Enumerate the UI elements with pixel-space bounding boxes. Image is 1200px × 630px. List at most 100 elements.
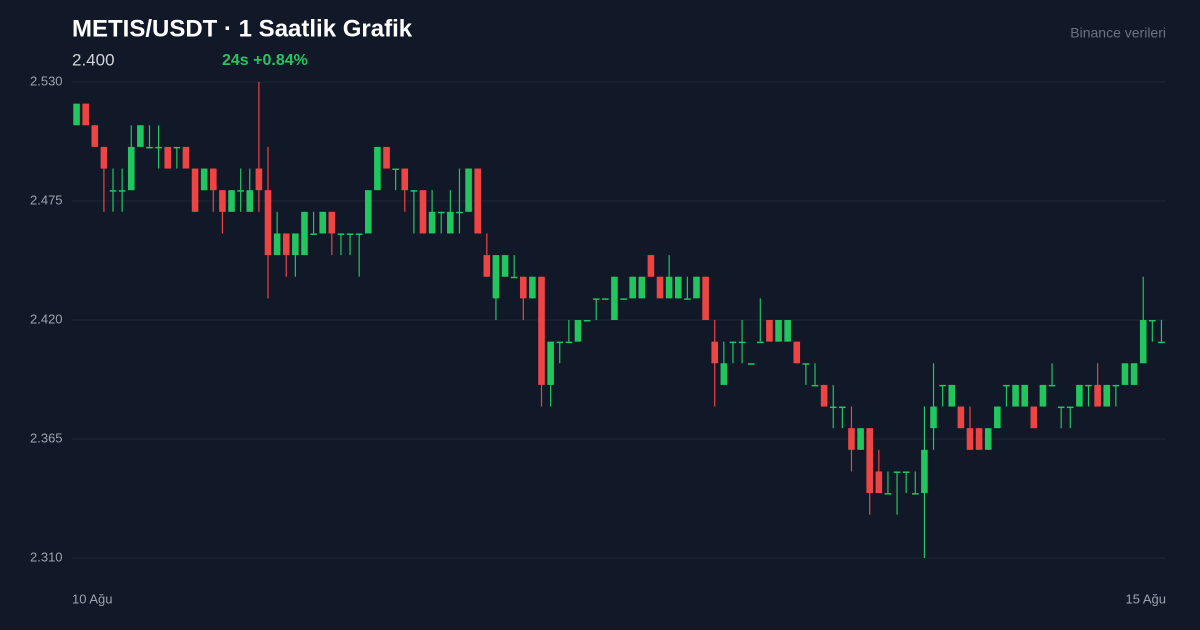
candle-body (1057, 406, 1065, 409)
candle-body (556, 341, 564, 344)
candle-body (337, 233, 345, 235)
candle-body (957, 406, 965, 429)
candle-body (1030, 406, 1038, 429)
candle-body (738, 341, 746, 344)
candle-body (848, 428, 855, 450)
candle-body (109, 190, 117, 192)
candle-body (547, 341, 554, 385)
candle-body (328, 211, 336, 234)
candle-body (857, 428, 864, 450)
candle-body (200, 168, 208, 191)
candle-body (301, 211, 308, 256)
candle-body (510, 276, 518, 279)
price-change: 24s +0.84% (222, 52, 308, 69)
candle-body (994, 406, 1001, 429)
candle-body (565, 341, 573, 344)
candle-body (720, 363, 728, 385)
candle-body (921, 449, 928, 494)
candle-body (456, 211, 463, 214)
candle-body (729, 341, 737, 344)
candle-body (173, 146, 181, 149)
candle-body (629, 276, 636, 299)
y-tick-label: 2.475 (30, 192, 63, 207)
candle-body (364, 190, 372, 234)
candle-body (592, 298, 600, 300)
candle-body (930, 406, 937, 429)
candle-body (1139, 320, 1147, 364)
candle-body (893, 471, 901, 473)
candle-body (228, 190, 235, 212)
candle-body (264, 190, 272, 256)
candle-body (1066, 406, 1074, 409)
candle-body (1021, 384, 1028, 407)
candle-body (282, 233, 290, 256)
candle-body (574, 320, 582, 342)
candle-body (1158, 341, 1165, 344)
candle-body (693, 276, 700, 299)
candle-body (775, 320, 782, 342)
candle-body (665, 276, 673, 299)
candle-body (383, 146, 390, 169)
candle-body (273, 233, 281, 256)
chart-title: METIS/USDT · 1 Saatlik Grafik (72, 15, 413, 42)
y-tick-label: 2.365 (30, 430, 63, 445)
candle-body (766, 320, 773, 342)
y-tick-label: 2.420 (30, 311, 63, 326)
candle-body (410, 190, 418, 192)
candle-body (164, 146, 172, 169)
candle-body (1149, 320, 1156, 322)
candle-body (1121, 363, 1129, 385)
candle-body (602, 298, 609, 300)
candle-body (793, 341, 801, 364)
candle-body (829, 406, 837, 409)
candle-body (1039, 384, 1047, 407)
candle-body (292, 233, 299, 256)
candle-body (501, 255, 509, 277)
candle-body (674, 276, 682, 299)
candle-body (611, 276, 618, 320)
candle-body (711, 341, 719, 364)
candle-body (191, 168, 199, 212)
candle-body (355, 233, 363, 235)
candle-body (884, 493, 892, 495)
y-tick-label: 2.310 (30, 549, 63, 564)
candle-body (73, 103, 80, 126)
candle-body (519, 276, 527, 299)
candle-body (310, 233, 317, 235)
candle-body (966, 428, 974, 450)
candle-body (583, 320, 591, 322)
candle-body (237, 190, 244, 192)
candle-body (975, 428, 983, 450)
candle-body (437, 211, 445, 214)
candle-body (374, 146, 381, 191)
candle-body (155, 146, 162, 149)
candle-body (1076, 384, 1083, 407)
candle-body (1112, 384, 1120, 387)
candle-body (902, 471, 910, 473)
candle-body (747, 363, 755, 365)
candle-body (811, 384, 819, 387)
candle-body (1085, 384, 1092, 387)
candle-body (137, 125, 144, 147)
x-tick-label: 15 Ağu (1126, 591, 1167, 606)
candle-body (146, 146, 153, 149)
candle-body (246, 190, 254, 212)
candle-body (401, 168, 409, 191)
candle-body (1003, 384, 1010, 387)
candle-body (702, 276, 709, 320)
candle-body (219, 190, 226, 212)
candle-body (757, 341, 764, 344)
last-price: 2.400 (72, 50, 115, 69)
candle-body (948, 384, 956, 407)
candle-body (392, 168, 399, 171)
candle-body (638, 276, 646, 299)
candle-body (866, 428, 874, 494)
candle-body (127, 146, 135, 191)
candle-body (465, 168, 472, 212)
candle-body (620, 298, 627, 300)
candle-body (419, 190, 427, 234)
candle-body (255, 168, 263, 191)
candle-body (319, 211, 327, 234)
candle-body (428, 211, 436, 234)
